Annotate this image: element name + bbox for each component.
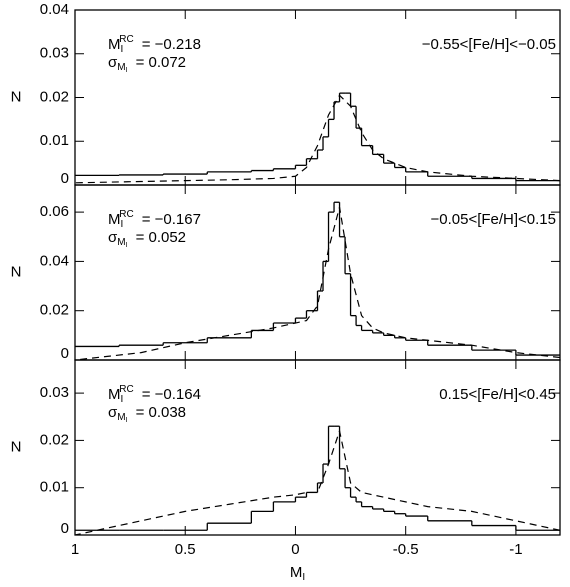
panel-frame [74, 359, 561, 536]
subscript: I [302, 572, 305, 583]
value: = −0.218 [142, 36, 201, 53]
fit-curve [75, 94, 560, 184]
subscript: I [121, 219, 124, 230]
y-axis-label: N [11, 438, 22, 455]
y-tick-label: 0 [61, 170, 69, 187]
y-tick-label: 0.04 [40, 252, 69, 269]
fit-curve [75, 207, 560, 360]
annotation-feh: −0.55<[Fe/H]<−0.05 [422, 36, 556, 53]
x-axis-label: MI [290, 564, 305, 583]
annotation-feh: 0.15<[Fe/H]<0.45 [439, 386, 556, 403]
y-tick-label: 0.02 [40, 302, 69, 319]
value: = −0.167 [142, 211, 201, 228]
x-tick-label: -0.5 [393, 541, 419, 558]
x-tick-label: -1 [509, 541, 522, 558]
value: = −0.164 [142, 386, 201, 403]
subscript: M [117, 412, 125, 423]
y-tick-label: 0 [61, 345, 69, 362]
y-tick-label: 0 [61, 520, 69, 537]
symbol: M [108, 386, 121, 403]
symbol: M [290, 564, 303, 581]
x-tick-label: 0.5 [175, 541, 196, 558]
subscript: I [121, 44, 124, 55]
panel [75, 92, 560, 184]
x-tick-label: 1 [71, 541, 79, 558]
annotation-sigma: σMI = 0.072 [108, 54, 186, 74]
value: = 0.038 [136, 404, 186, 421]
superscript: RC [119, 384, 133, 395]
x-tick-label: 0 [291, 541, 299, 558]
symbol: σ [108, 229, 118, 246]
annotation-mag: MIRC = −0.218 [108, 34, 201, 55]
superscript: RC [119, 34, 133, 45]
y-tick-label: 0.02 [40, 88, 69, 105]
annotation-feh: −0.05<[Fe/H]<0.15 [430, 211, 556, 228]
subsubscript: I [126, 242, 128, 249]
y-axis-label: N [11, 88, 22, 105]
y-tick-label: 0.03 [40, 45, 69, 62]
symbol: σ [108, 54, 118, 71]
y-tick-label: 0.01 [40, 132, 69, 149]
superscript: RC [119, 209, 133, 220]
y-tick-label: 0.06 [40, 203, 69, 220]
annotation-mag: MIRC = −0.164 [108, 384, 201, 405]
panel [75, 201, 560, 360]
value: = 0.052 [136, 229, 186, 246]
subsubscript: I [126, 67, 128, 74]
y-tick-label: 0.02 [40, 431, 69, 448]
annotation-mag: MIRC = −0.167 [108, 209, 201, 230]
symbol: M [108, 211, 121, 228]
subscript: I [121, 394, 124, 405]
fit-curve [75, 428, 560, 535]
subsubscript: I [126, 417, 128, 424]
y-tick-label: 0.03 [40, 384, 69, 401]
subscript: M [117, 237, 125, 248]
symbol: M [108, 36, 121, 53]
panel [75, 425, 560, 535]
y-tick-label: 0.01 [40, 479, 69, 496]
y-axis-label: N [11, 263, 22, 280]
y-tick-label: 0.04 [40, 1, 69, 18]
symbol: σ [108, 404, 118, 421]
annotation-sigma: σMI = 0.052 [108, 229, 186, 249]
subscript: M [117, 62, 125, 73]
annotation-sigma: σMI = 0.038 [108, 404, 186, 424]
value: = 0.072 [136, 54, 186, 71]
